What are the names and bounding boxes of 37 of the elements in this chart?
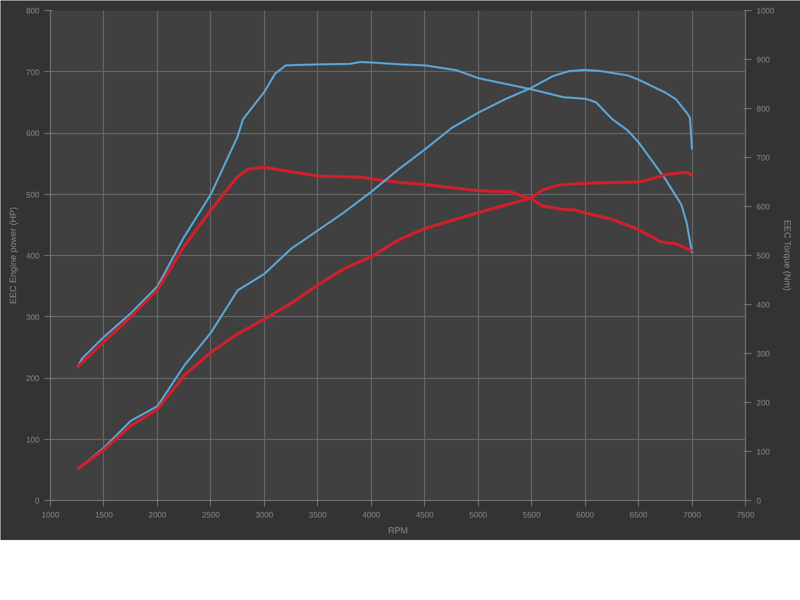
y2-tick-label: 700 — [756, 154, 770, 162]
y2-tick-label: 900 — [756, 56, 770, 64]
y2-tick-label: 1000 — [756, 6, 775, 16]
y-tick-label: 500 — [26, 190, 40, 200]
x-tick-label: 1000 — [42, 510, 60, 520]
y2-tick-label: 400 — [756, 300, 770, 310]
y-axis-title: EEC Engine power (HP) — [8, 206, 18, 304]
y2-tick-label: 100 — [756, 448, 770, 456]
x-tick-label: 7500 — [736, 510, 755, 520]
y-tick-label: 200 — [26, 374, 40, 383]
x-axis-title: RPM — [388, 526, 408, 536]
x-tick-label: 7000 — [683, 510, 702, 520]
y-tick-label: 700 — [26, 68, 40, 77]
y2-tick-label: 600 — [756, 202, 770, 212]
y2-tick-label: 300 — [756, 350, 770, 358]
x-tick-label: 2000 — [148, 510, 167, 520]
x-tick-label: 6000 — [576, 510, 595, 520]
y-tick-label: 600 — [26, 129, 40, 138]
x-tick-label: 1500 — [95, 510, 114, 520]
x-tick-label: 4000 — [362, 510, 381, 520]
x-tick-label: 3000 — [255, 510, 274, 520]
y-tick-label: 800 — [26, 6, 40, 16]
y-tick-label: 100 — [26, 435, 40, 444]
y2-axis-title: EEC Torque (Nm) — [782, 220, 792, 291]
x-tick-label: 6500 — [630, 510, 648, 520]
y2-tick-label: 200 — [756, 398, 770, 408]
y2-tick-label: 0 — [756, 496, 762, 506]
y2-tick-label: 800 — [756, 104, 770, 114]
y-tick-label: 300 — [26, 312, 40, 322]
y-tick-label: 400 — [26, 252, 40, 260]
y-tick-label: 0 — [35, 496, 40, 506]
x-tick-label: 5500 — [522, 510, 542, 520]
x-tick-label: 5000 — [469, 510, 488, 520]
x-tick-label: 3500 — [308, 510, 328, 520]
x-tick-label: 2500 — [202, 510, 220, 520]
x-tick-label: 4500 — [416, 510, 434, 520]
y2-tick-label: 500 — [756, 252, 770, 260]
